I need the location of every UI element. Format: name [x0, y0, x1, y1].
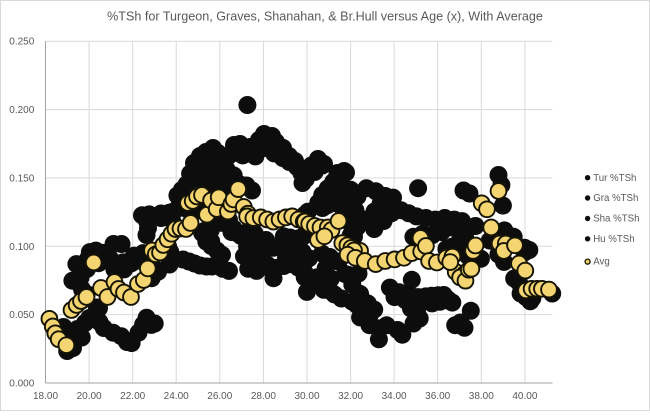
svg-text:20.00: 20.00: [77, 391, 102, 402]
svg-text:30.00: 30.00: [294, 391, 319, 402]
svg-text:34.00: 34.00: [382, 391, 407, 402]
svg-text:24.00: 24.00: [164, 391, 189, 402]
svg-text:Avg: Avg: [593, 257, 610, 268]
svg-text:Sha %TSh: Sha %TSh: [593, 214, 639, 225]
svg-text:0.050: 0.050: [9, 310, 34, 321]
svg-text:Tur %TSh: Tur %TSh: [593, 173, 636, 184]
svg-text:40.00: 40.00: [512, 391, 537, 402]
svg-text:0.250: 0.250: [9, 37, 34, 48]
svg-text:Gra %TSh: Gra %TSh: [593, 193, 638, 204]
svg-text:38.00: 38.00: [469, 391, 494, 402]
svg-text:22.00: 22.00: [120, 391, 145, 402]
svg-text:26.00: 26.00: [207, 391, 232, 402]
svg-text:18.00: 18.00: [33, 391, 58, 402]
svg-text:0.000: 0.000: [9, 379, 34, 390]
svg-text:36.00: 36.00: [425, 391, 450, 402]
svg-text:Hu %TSh: Hu %TSh: [593, 234, 634, 245]
svg-text:%TSh for Turgeon, Graves, Shan: %TSh for Turgeon, Graves, Shanahan, & Br…: [107, 10, 543, 24]
svg-text:28.00: 28.00: [251, 391, 276, 402]
svg-text:32.00: 32.00: [338, 391, 363, 402]
svg-text:0.150: 0.150: [9, 173, 34, 184]
svg-text:0.100: 0.100: [9, 242, 34, 253]
svg-text:0.200: 0.200: [9, 105, 34, 116]
